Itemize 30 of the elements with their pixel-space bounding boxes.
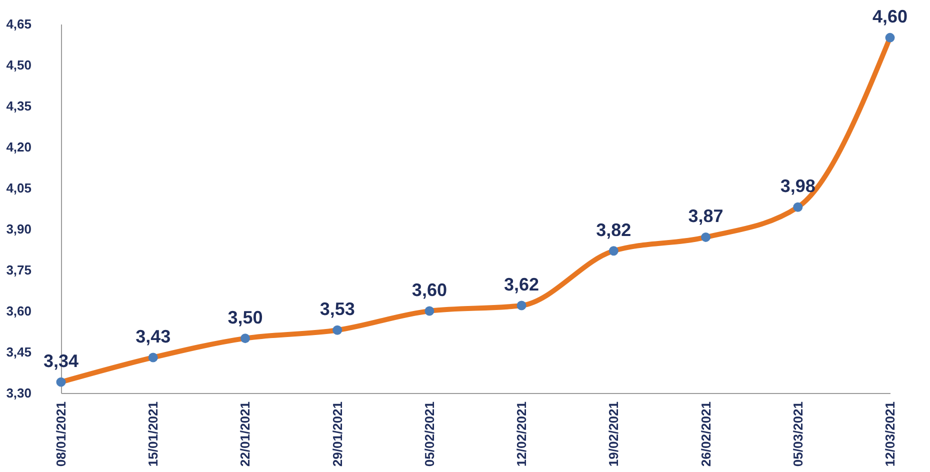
data-label: 3,98 [780, 176, 816, 196]
x-tick-label: 12/03/2021 [882, 402, 898, 467]
y-tick-label: 4,20 [6, 140, 32, 154]
data-label: 3,53 [320, 299, 355, 320]
y-tick-label: 3,90 [6, 222, 32, 236]
data-label: 3,62 [504, 274, 540, 295]
y-tick-label: 3,75 [6, 262, 32, 278]
x-tick-label: 22/01/2021 [238, 402, 253, 467]
data-label: 4,60 [872, 6, 908, 27]
x-tick-label: 12/02/2021 [514, 402, 530, 467]
data-label: 3,60 [412, 280, 447, 300]
x-tick-label: 05/02/2021 [422, 402, 437, 467]
data-label: 3,82 [596, 220, 632, 240]
y-tick-label: 4,05 [6, 180, 32, 196]
data-label: 3,43 [136, 326, 171, 346]
x-tick-label: 08/01/2021 [54, 402, 68, 467]
x-tick-label: 29/01/2021 [330, 402, 345, 467]
x-tick-label: 26/02/2021 [698, 402, 714, 467]
y-tick-label: 4,50 [6, 58, 32, 72]
y-tick-label: 3,60 [6, 304, 32, 318]
y-tick-label: 4,35 [6, 98, 32, 114]
data-label: 3,87 [688, 206, 724, 226]
x-tick-label: 05/03/2021 [790, 402, 806, 467]
data-label: 3,34 [43, 351, 79, 372]
y-tick-label: 3,45 [6, 344, 32, 360]
y-tick-label: 3,30 [6, 386, 32, 400]
x-tick-label: 15/01/2021 [146, 402, 161, 467]
x-tick-label: 19/02/2021 [606, 402, 622, 467]
y-tick-label: 4,65 [6, 16, 32, 32]
data-label: 3,50 [228, 307, 263, 328]
